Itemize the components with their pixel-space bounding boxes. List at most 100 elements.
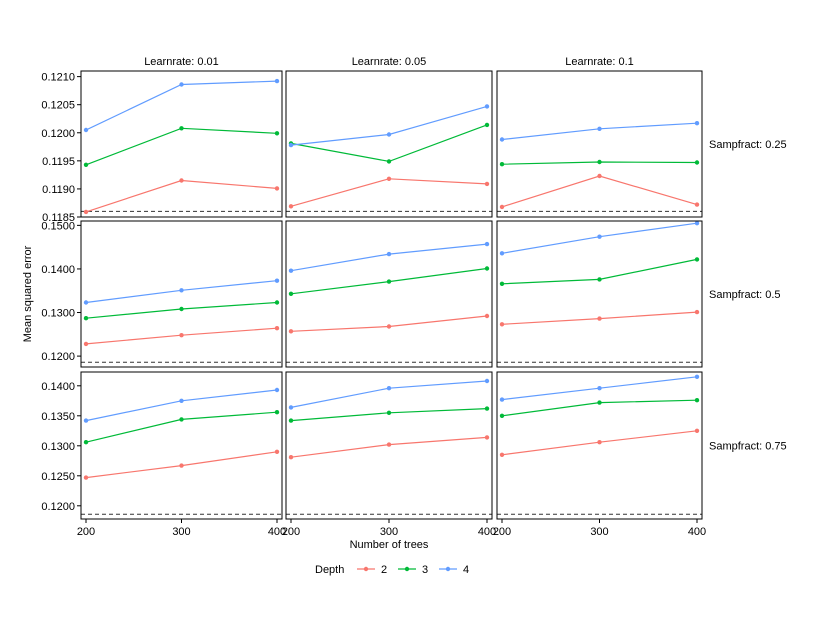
facet-panel (285, 220, 493, 368)
data-point-depth-3 (386, 279, 392, 284)
facet-panel (80, 220, 283, 368)
y-tick-label: 0.1400 (41, 264, 75, 276)
legend-key-depth-4 (439, 566, 457, 572)
row-strip-label: Sampfract: 0.75 (709, 441, 787, 453)
data-point-depth-4 (386, 386, 392, 391)
data-point-depth-4 (694, 374, 700, 379)
x-tick-label: 200 (77, 526, 95, 538)
data-point-depth-3 (597, 277, 602, 282)
column-strip-label: Learnrate: 0.1 (565, 56, 634, 68)
data-point-depth-4 (484, 241, 490, 247)
data-point-depth-4 (386, 251, 392, 257)
data-point-depth-3 (83, 316, 89, 321)
data-point-depth-3 (484, 266, 490, 271)
x-tick-label: 300 (172, 526, 190, 538)
data-point-depth-3 (694, 160, 700, 165)
x-tick-label: 300 (380, 526, 398, 538)
data-point-depth-4 (694, 121, 700, 126)
data-point-depth-2 (386, 176, 392, 181)
facet-panel (285, 70, 493, 218)
panel-border (496, 70, 703, 218)
data-point-depth-2 (386, 324, 392, 329)
data-point-depth-4 (288, 142, 294, 148)
data-point-depth-3 (274, 410, 280, 415)
axes-layer: 0.1185 0.1190 0.1195 0.1200 0.1205 0.1210 0.12… (41, 72, 706, 538)
y-tick-label: 0.1200 (41, 501, 75, 513)
y-axis-title: Mean squared error (22, 245, 34, 342)
data-point-depth-3 (694, 257, 700, 262)
data-point-depth-2 (274, 326, 280, 331)
data-point-depth-4 (484, 104, 490, 109)
data-point-depth-3 (179, 126, 184, 131)
data-point-depth-3 (83, 162, 89, 167)
data-point-depth-2 (499, 452, 505, 457)
facet-panel (285, 371, 493, 520)
data-point-depth-4 (274, 78, 280, 84)
panels-layer (80, 70, 703, 520)
panel-border (80, 70, 283, 218)
y-tick-label: 0.1185 (42, 212, 75, 224)
data-point-depth-3 (179, 417, 184, 422)
facet-panel (496, 220, 703, 368)
data-point-depth-3 (288, 291, 294, 296)
data-point-depth-3 (597, 400, 602, 405)
data-point-depth-2 (484, 181, 490, 187)
data-point-depth-3 (179, 306, 184, 312)
column-strip-label: Learnrate: 0.05 (352, 56, 427, 68)
data-point-depth-2 (694, 428, 700, 433)
data-point-depth-4 (694, 221, 700, 226)
data-point-depth-3 (274, 300, 280, 305)
data-point-depth-4 (179, 288, 184, 293)
row-strip-label: Sampfract: 0.25 (709, 139, 787, 151)
panel-border (496, 220, 703, 368)
data-point-depth-3 (484, 122, 490, 128)
data-point-depth-2 (179, 463, 184, 468)
data-point-depth-2 (179, 178, 184, 183)
y-tick-label: 0.1400 (41, 381, 75, 393)
data-point-depth-3 (499, 281, 505, 286)
data-point-depth-2 (694, 202, 700, 207)
panel-border (80, 220, 283, 368)
data-point-depth-2 (484, 435, 490, 440)
data-point-depth-2 (83, 341, 89, 347)
data-point-depth-4 (386, 132, 392, 137)
data-point-depth-4 (179, 398, 184, 403)
facet-panel (496, 70, 703, 218)
data-point-depth-2 (499, 204, 505, 210)
data-point-depth-2 (83, 475, 89, 480)
data-point-depth-3 (597, 159, 602, 165)
x-tick-label: 400 (478, 526, 496, 538)
data-point-depth-3 (386, 410, 392, 415)
data-point-depth-2 (597, 440, 602, 445)
data-point-depth-3 (386, 159, 392, 164)
data-point-depth-3 (288, 418, 294, 423)
data-point-depth-3 (499, 162, 505, 167)
y-tick-label: 0.1195 (42, 156, 75, 168)
data-point-depth-4 (484, 378, 490, 384)
y-tick-label: 0.1190 (42, 184, 75, 196)
data-point-depth-2 (597, 316, 602, 321)
data-point-depth-4 (274, 278, 280, 283)
y-tick-label: 0.1250 (41, 471, 75, 483)
data-point-depth-4 (597, 126, 602, 131)
legend-title: Depth (315, 564, 344, 576)
data-point-depth-4 (597, 386, 602, 391)
data-point-depth-3 (499, 413, 505, 418)
data-point-depth-2 (597, 173, 602, 179)
x-tick-label: 200 (493, 526, 511, 538)
x-tick-label: 200 (282, 526, 300, 538)
data-point-depth-4 (83, 127, 89, 133)
data-point-depth-4 (83, 300, 89, 305)
data-point-depth-4 (274, 387, 280, 393)
y-tick-label: 0.1350 (41, 411, 75, 423)
y-tick-label: 0.1210 (41, 72, 75, 84)
y-tick-label: 0.1205 (41, 100, 75, 112)
x-tick-label: 300 (590, 526, 608, 538)
strips-layer: Learnrate: 0.01 Learnrate: 0.05 Learnrate:… (144, 56, 786, 453)
legend: Depth 2 3 4 (315, 564, 469, 576)
data-point-depth-2 (288, 455, 294, 460)
data-point-depth-3 (694, 398, 700, 403)
legend-label: 2 (381, 564, 387, 576)
x-tick-label: 400 (268, 526, 286, 538)
legend-key-depth-2 (357, 566, 375, 572)
